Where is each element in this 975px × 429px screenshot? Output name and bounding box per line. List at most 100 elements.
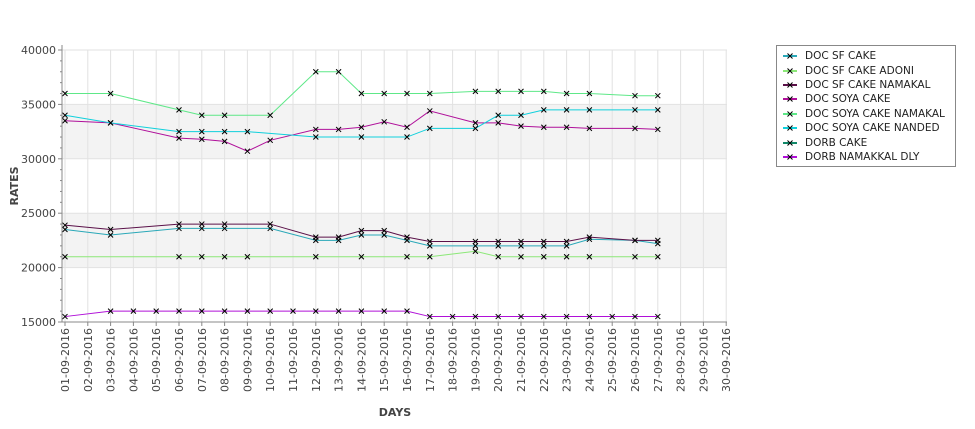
data-point xyxy=(62,226,68,233)
data-point xyxy=(404,308,410,314)
data-point xyxy=(540,238,547,245)
data-point xyxy=(495,120,502,126)
data-point xyxy=(654,237,661,244)
data-point xyxy=(221,221,228,227)
data-point xyxy=(563,124,570,131)
data-point xyxy=(449,313,456,320)
legend: DOC SF CAKE DOC SF CAKE ADONI DOC SF CAKE … xyxy=(776,45,956,168)
data-point xyxy=(563,106,570,113)
data-point xyxy=(62,117,68,124)
y-tick-label: 20000 xyxy=(21,262,56,275)
y-axis-label: RATES xyxy=(8,166,21,205)
data-point xyxy=(495,112,502,119)
x-tick-label: 15-09-2016 xyxy=(378,328,391,392)
data-point xyxy=(312,134,319,140)
series-line xyxy=(64,310,658,318)
data-point xyxy=(221,112,228,119)
data-point xyxy=(563,242,570,249)
data-point xyxy=(609,313,616,320)
data-point xyxy=(472,88,479,95)
x-tick-label: 24-09-2016 xyxy=(583,328,596,392)
data-point xyxy=(654,106,661,113)
y-tick-label: 35000 xyxy=(21,98,56,111)
data-point xyxy=(198,221,205,227)
data-point xyxy=(358,227,365,234)
x-tick-label: 20-09-2016 xyxy=(492,328,505,392)
data-point xyxy=(426,125,433,132)
data-point xyxy=(404,90,410,97)
data-point xyxy=(312,308,319,314)
data-point xyxy=(176,106,182,113)
data-point xyxy=(518,242,524,249)
data-point xyxy=(335,308,342,314)
data-point xyxy=(358,232,365,238)
x-tick-label: 03-09-2016 xyxy=(105,328,118,392)
x-tick-label: 30-09-2016 xyxy=(720,328,733,392)
data-point xyxy=(335,126,342,133)
legend-swatch-icon xyxy=(783,138,797,148)
series-doc-soya-cake-nanded xyxy=(62,106,661,140)
data-point xyxy=(267,112,274,119)
data-point xyxy=(632,92,638,99)
data-point xyxy=(495,88,502,95)
data-point xyxy=(632,313,638,320)
legend-label: DOC SF CAKE ADONI xyxy=(805,64,914,77)
data-point xyxy=(130,308,137,314)
data-point xyxy=(198,253,205,260)
x-tick-label: 09-09-2016 xyxy=(241,328,254,392)
data-point xyxy=(312,126,319,133)
data-point xyxy=(312,68,319,75)
data-point xyxy=(472,242,479,249)
data-point xyxy=(358,134,365,140)
data-point xyxy=(267,225,274,232)
data-point xyxy=(244,148,251,155)
data-point xyxy=(472,120,479,126)
x-tick-label: 16-09-2016 xyxy=(401,328,414,392)
data-point xyxy=(518,238,524,245)
data-point xyxy=(654,126,661,133)
series-line xyxy=(65,71,658,116)
x-tick-label: 21-09-2016 xyxy=(515,328,528,392)
data-point xyxy=(540,313,547,320)
legend-swatch-icon xyxy=(783,123,797,133)
legend-label: DOC SOYA CAKE xyxy=(805,93,891,106)
data-point xyxy=(586,125,593,132)
data-point xyxy=(62,90,68,97)
x-tick-label: 17-09-2016 xyxy=(424,328,437,392)
series-line xyxy=(64,223,658,242)
data-point xyxy=(426,242,433,249)
x-tick-label: 05-09-2016 xyxy=(150,328,163,392)
data-point xyxy=(518,123,524,130)
data-point xyxy=(198,136,205,143)
data-point xyxy=(472,248,479,255)
legend-swatch-icon xyxy=(783,51,797,61)
data-point xyxy=(221,138,228,145)
y-tick-label: 40000 xyxy=(21,44,56,57)
data-point xyxy=(495,313,502,320)
data-point xyxy=(62,222,68,229)
data-point xyxy=(426,313,433,320)
series-lines xyxy=(62,68,661,320)
data-point xyxy=(62,253,68,260)
data-point xyxy=(176,221,182,227)
data-point xyxy=(518,88,524,95)
data-point xyxy=(472,125,479,132)
data-point xyxy=(426,108,433,114)
background-bands xyxy=(62,104,727,268)
data-point xyxy=(221,308,228,314)
legend-label: DOC SOYA CAKE NANDED xyxy=(805,122,940,135)
data-point xyxy=(358,253,365,260)
series-dorb-namakkal-dly xyxy=(62,308,661,320)
axes: 01-09-2016 02-09-2016 03-09-2016 04-09-2016… xyxy=(21,44,733,392)
data-point xyxy=(518,253,524,260)
data-point xyxy=(221,253,228,260)
legend-swatch-icon xyxy=(783,80,797,90)
gridlines xyxy=(62,49,727,323)
data-point xyxy=(312,234,319,240)
x-tick-label: 11-09-2016 xyxy=(287,328,300,392)
data-point xyxy=(176,253,182,260)
data-point xyxy=(358,90,365,97)
x-axis-label: DAYS xyxy=(379,406,412,419)
legend-item: DOC SOYA CAKE xyxy=(777,92,955,106)
